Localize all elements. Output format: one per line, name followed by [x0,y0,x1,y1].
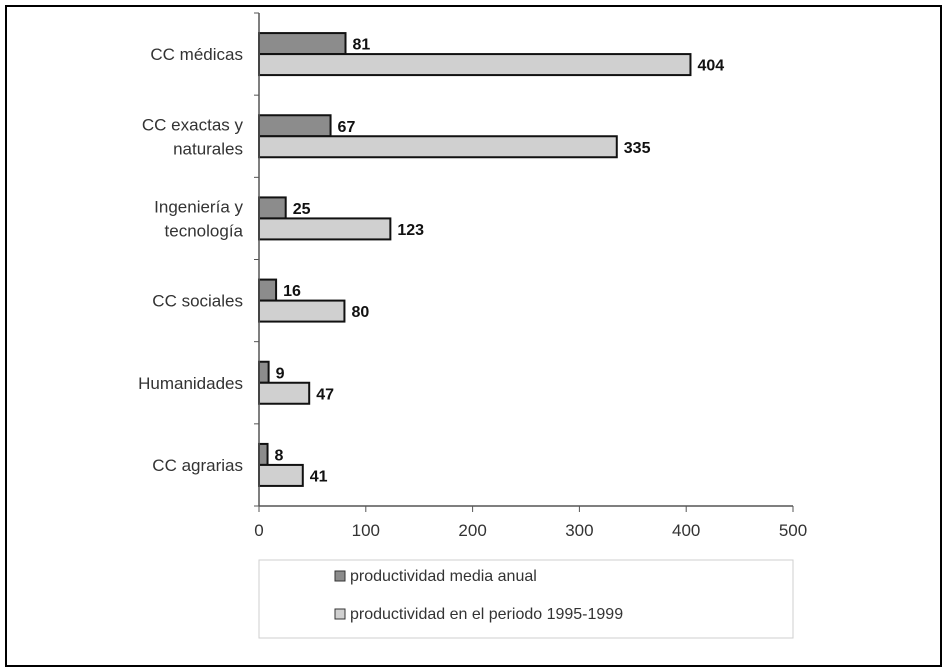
bar-anual-1 [258,114,332,138]
value-label: 81 [353,37,371,54]
value-label: 335 [624,140,651,157]
legend-label: productividad media anual [350,568,537,585]
bar-periodo-3 [258,299,346,323]
bar-anual-4 [258,360,270,384]
x-tick-label: 100 [352,521,380,540]
x-tick-label: 400 [672,521,700,540]
value-label: 67 [338,119,356,136]
x-tick-label: 500 [779,521,807,540]
legend: productividad media anual productividad e… [258,559,794,639]
value-label: 80 [351,304,369,321]
bar-anual-0 [258,32,347,56]
x-tick-label: 0 [254,521,263,540]
x-tick-label: 300 [565,521,593,540]
bar-anual-2 [258,196,287,220]
x-axis: 0 100 200 300 400 500 [254,12,807,540]
category-label: Ingeniería y tecnología [154,197,243,240]
value-label: 47 [316,386,334,403]
value-labels-group: 81 404 67 335 25 123 16 80 9 47 8 41 [275,37,725,486]
category-labels-group: CC médicas CC exactas y naturales Ingenierí… [138,45,243,475]
bar-periodo-0 [258,53,692,77]
bar-periodo-1 [258,135,618,159]
bar-anual-3 [258,278,278,302]
value-label: 123 [397,222,424,239]
bar-periodo-4 [258,381,311,405]
category-label: CC sociales [152,292,243,311]
category-label: CC médicas [150,45,243,64]
value-label: 41 [310,468,328,485]
chart-frame [5,5,942,667]
value-label: 16 [283,283,301,300]
category-label: CC agrarias [152,456,243,475]
value-label: 25 [293,201,311,218]
value-label: 404 [697,58,724,75]
legend-swatch [334,608,346,620]
value-label: 9 [276,365,285,382]
bar-anual-5 [258,442,269,466]
legend-frame [258,559,794,639]
category-label: CC exactas y naturales [142,115,244,158]
bars-group [258,32,692,487]
legend-label: productividad en el periodo 1995-1999 [350,606,623,623]
value-label: 8 [275,447,284,464]
category-label: Humanidades [138,374,243,393]
bar-periodo-2 [258,217,392,241]
legend-swatch [334,570,346,582]
x-tick-label: 200 [458,521,486,540]
bar-periodo-5 [258,463,304,487]
